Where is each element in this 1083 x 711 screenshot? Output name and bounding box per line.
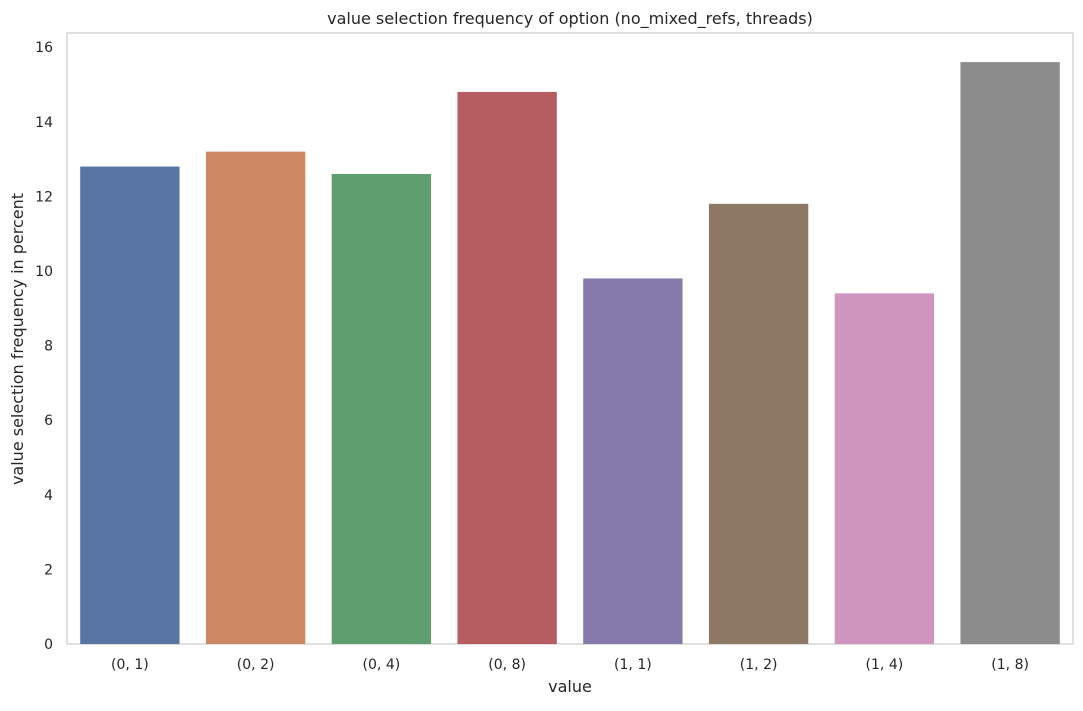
x-axis-ticks: (0, 1) (0, 2) (0, 4) (0, 8) (1, 1) (1, 2) (1, … [111, 657, 1029, 673]
y-tick-label: 2 [44, 562, 53, 578]
bar [708, 203, 809, 645]
x-tick-label: (0, 1) [111, 657, 149, 673]
bar [457, 91, 557, 644]
x-tick-label: (1, 1) [614, 657, 652, 673]
bars [80, 62, 1060, 645]
y-tick-label: 16 [35, 40, 53, 56]
y-tick-label: 4 [44, 488, 53, 504]
bar [834, 293, 935, 644]
x-axis-label: value [548, 677, 592, 696]
chart-title: value selection frequency of option (no_… [327, 9, 813, 29]
x-tick-label: (0, 4) [363, 657, 401, 673]
x-tick-label: (0, 2) [237, 657, 275, 673]
y-tick-label: 14 [35, 115, 53, 131]
x-tick-label: (0, 8) [488, 657, 526, 673]
y-axis-label: value selection frequency in percent [8, 193, 27, 485]
x-tick-label: (1, 8) [991, 657, 1029, 673]
y-tick-label: 8 [44, 339, 53, 355]
x-tick-label: (1, 2) [740, 657, 778, 673]
y-tick-label: 12 [35, 189, 53, 205]
x-tick-label: (1, 4) [866, 657, 904, 673]
y-tick-label: 6 [44, 413, 53, 429]
bar [331, 174, 432, 644]
y-axis-ticks: 0 2 4 6 8 10 12 14 16 [35, 40, 53, 653]
bar [583, 278, 683, 644]
bar [205, 151, 306, 644]
y-tick-label: 0 [44, 637, 53, 653]
y-tick-label: 10 [35, 264, 53, 280]
bar [960, 62, 1060, 645]
plot-area [66, 32, 1074, 645]
bar [80, 166, 180, 645]
